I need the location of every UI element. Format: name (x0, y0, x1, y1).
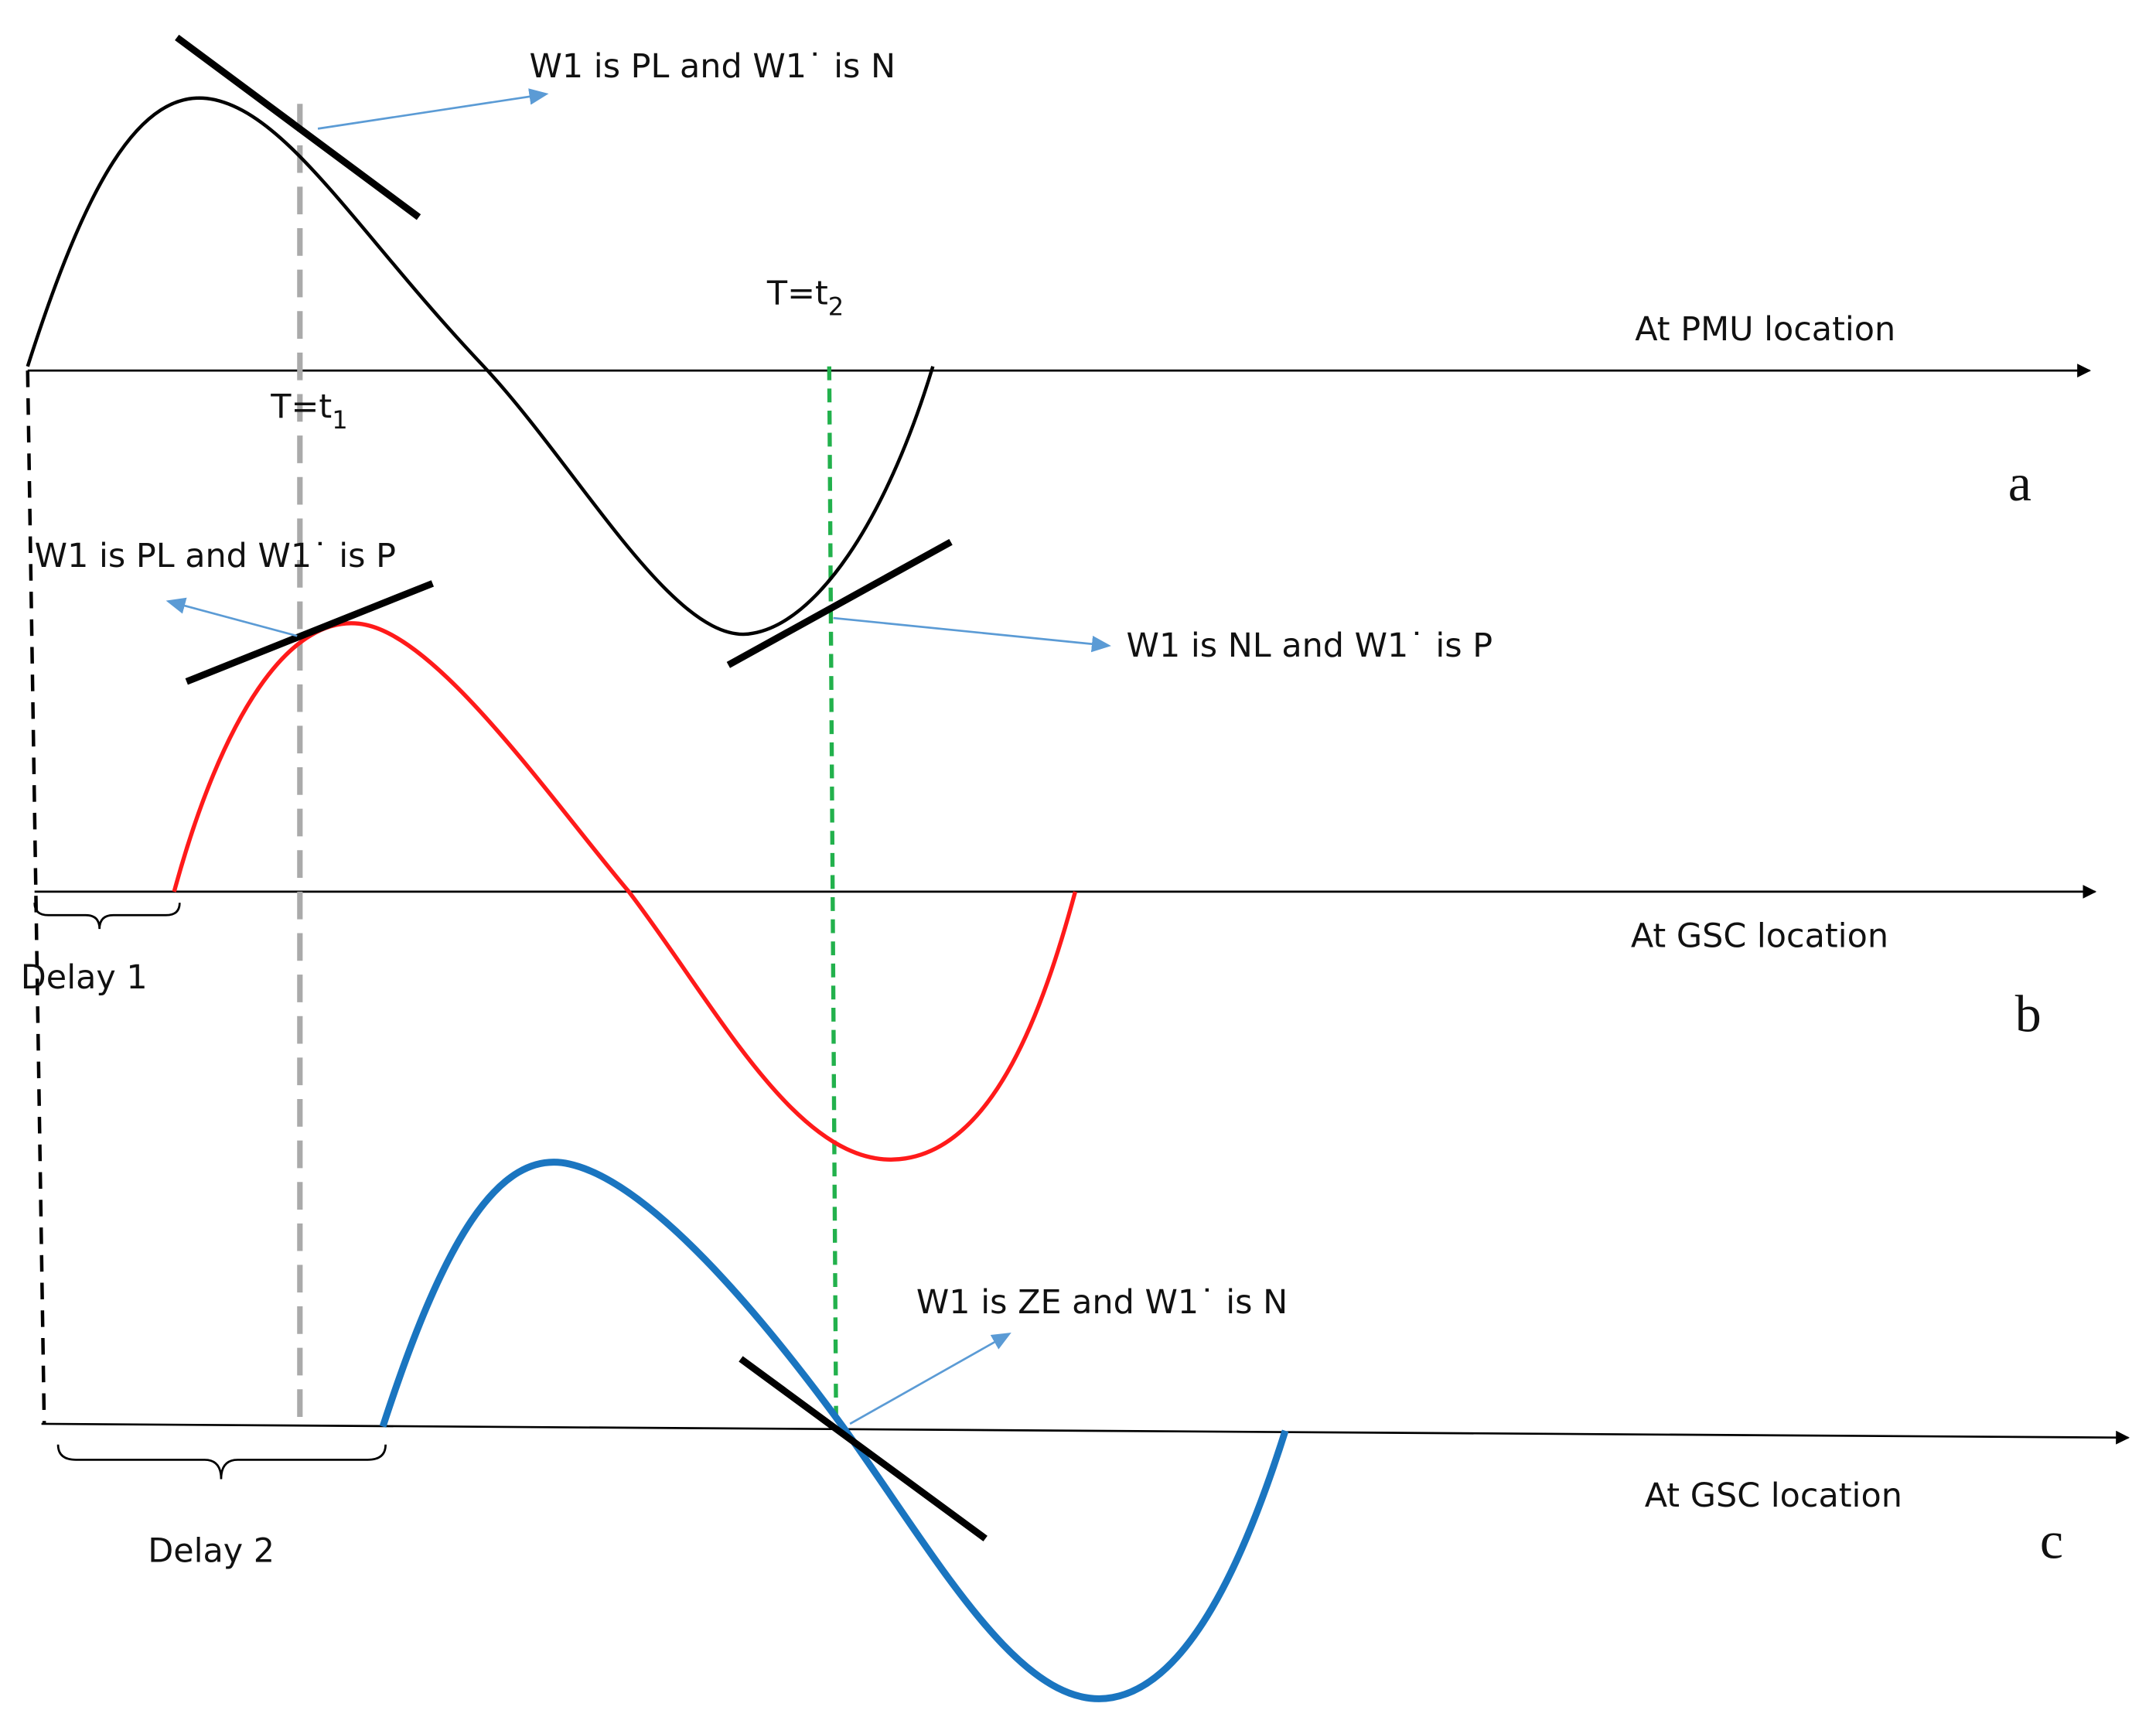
time-marker-sub: 2 (828, 292, 844, 322)
tangent (185, 580, 435, 685)
annotation: W1 is PL and W1˙ is P (35, 537, 396, 575)
callout-arrow (833, 616, 1111, 653)
annotation: W1 is PL and W1˙ is N (529, 47, 895, 86)
tangent (739, 1356, 988, 1541)
delay-label: Delay 2 (148, 1532, 275, 1571)
location-label: At GSC location (1645, 1476, 1902, 1515)
panel-label: c (2040, 1510, 2063, 1569)
delay-bracket (33, 903, 181, 930)
origin-guide (26, 370, 46, 1424)
curve-c (379, 1159, 1289, 1702)
tangent (175, 34, 421, 220)
time-marker: T=t2 (766, 274, 844, 321)
annotation: W1 is ZE and W1˙ is N (916, 1283, 1288, 1322)
panel-label: a (2008, 453, 2031, 512)
location-label: At PMU location (1635, 310, 1895, 349)
axis-c (41, 1422, 2130, 1445)
location-label: At GSC location (1631, 917, 1888, 955)
delay-label: Delay 1 (21, 958, 148, 997)
delay-bracket (56, 1444, 387, 1480)
annotation: W1 is NL and W1˙ is P (1127, 626, 1493, 665)
callout-arrow (317, 88, 549, 130)
time-marker: T=t1 (270, 387, 347, 435)
time-marker-main: T=t (766, 274, 828, 312)
curve-a (26, 96, 935, 637)
time-marker-main: T=t (270, 387, 332, 426)
callout-arrow (165, 597, 298, 637)
callout-arrow (849, 1333, 1011, 1425)
curve-b (172, 621, 1078, 1162)
panel-label: b (2015, 984, 2042, 1043)
time-marker-sub: 1 (332, 405, 347, 435)
t2-guide (827, 366, 838, 1427)
tangent (726, 538, 953, 668)
